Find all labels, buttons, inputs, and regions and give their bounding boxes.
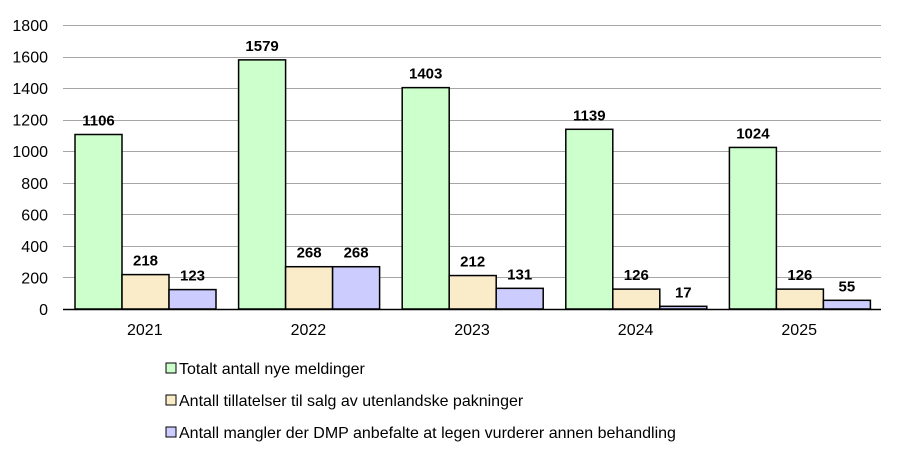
data-label: 268 [344, 245, 369, 262]
x-tick-label: 2022 [291, 322, 327, 339]
y-tick-label: 200 [21, 270, 48, 287]
bar [612, 288, 661, 310]
y-tick-label: 0 [39, 302, 48, 319]
y-tick-label: 1000 [12, 144, 48, 161]
data-label: 218 [133, 253, 158, 270]
data-label: 1139 [573, 107, 606, 124]
bar [331, 265, 381, 310]
bar [237, 59, 287, 310]
bar [448, 274, 497, 310]
y-tick-label: 600 [21, 207, 48, 224]
bar [168, 288, 217, 310]
x-tick-label: 2021 [127, 322, 163, 339]
bar [659, 305, 708, 310]
legend: Totalt antall nye meldinger Antall tillat… [165, 361, 676, 442]
data-labels: 1106 218 123 1579 268 268 1403 212 131 1139 126 17 1… [82, 38, 855, 301]
bar [284, 265, 334, 310]
legend-label: Totalt antall nye meldinger [179, 361, 366, 378]
legend-swatch [165, 394, 177, 406]
data-label: 1024 [736, 125, 770, 142]
bars [74, 59, 872, 310]
y-tick-label: 1200 [12, 113, 48, 130]
y-tick-labels: 0 200 400 600 800 1000 1200 1400 1600 1800 [12, 18, 48, 319]
data-label: 1106 [82, 112, 115, 129]
data-label: 55 [839, 278, 856, 295]
legend-label: Antall mangler der DMP anbefalte at lege… [179, 425, 676, 442]
bar [401, 86, 450, 310]
legend-swatch [165, 426, 177, 438]
bar [121, 273, 170, 310]
gridlines [63, 25, 881, 278]
data-label: 1579 [245, 38, 278, 55]
legend-label: Antall tillatelser til salg av utenlands… [179, 393, 524, 410]
x-tick-labels: 2021 2022 2023 2024 2025 [127, 322, 817, 339]
x-tick-label: 2023 [454, 322, 490, 339]
y-tick-label: 1600 [12, 50, 48, 67]
y-tick-label: 1800 [12, 18, 48, 35]
bar [728, 146, 778, 310]
x-tick-label: 2024 [618, 322, 654, 339]
bar [565, 128, 614, 310]
y-tick-label: 1400 [12, 81, 48, 98]
y-tick-label: 800 [21, 176, 48, 193]
data-label: 1403 [409, 66, 442, 83]
data-label: 123 [180, 268, 205, 285]
bar [775, 288, 825, 310]
y-tick-label: 400 [21, 239, 48, 256]
legend-swatch [165, 362, 177, 374]
data-label: 131 [507, 266, 532, 283]
bar [495, 287, 544, 310]
data-label: 126 [787, 267, 812, 284]
data-label: 126 [624, 267, 649, 284]
data-label: 17 [675, 284, 692, 301]
bar [822, 299, 872, 310]
data-label: 268 [297, 245, 322, 262]
x-tick-label: 2025 [781, 322, 817, 339]
bar [74, 133, 123, 310]
data-label: 212 [460, 254, 485, 271]
